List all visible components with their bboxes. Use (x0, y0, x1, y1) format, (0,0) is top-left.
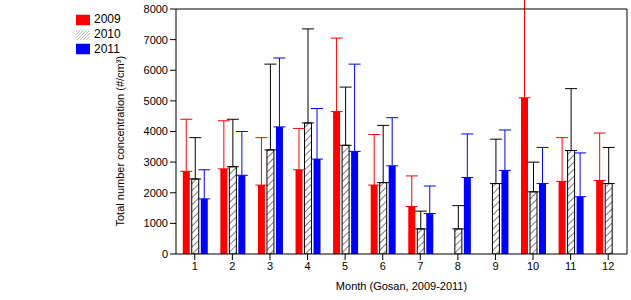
svg-text:11: 11 (565, 260, 576, 272)
svg-text:1: 1 (192, 260, 198, 272)
svg-text:5000: 5000 (144, 95, 168, 107)
svg-text:3000: 3000 (144, 156, 168, 168)
svg-text:6: 6 (380, 260, 386, 272)
svg-text:8000: 8000 (144, 3, 168, 15)
svg-text:2: 2 (229, 260, 235, 272)
html-text:2009: 2009 (94, 12, 121, 26)
svg-text:7: 7 (417, 260, 423, 272)
svg-text:12: 12 (602, 260, 614, 272)
html-text:2010: 2010 (94, 26, 121, 41)
svg-text:8: 8 (455, 260, 461, 272)
svg-text:4: 4 (304, 260, 310, 272)
svg-text:7000: 7000 (144, 34, 168, 46)
svg-text:Month (Gosan, 2009-2011): Month (Gosan, 2009-2011) (336, 280, 467, 292)
html-text:2011: 2011 (94, 41, 120, 56)
svg-text:6000: 6000 (144, 64, 168, 76)
svg-text:10: 10 (527, 260, 539, 272)
svg-text:0: 0 (162, 248, 168, 260)
svg-text:9: 9 (492, 260, 498, 272)
svg-text:3: 3 (267, 260, 273, 272)
svg-text:5: 5 (342, 260, 348, 272)
svg-text:2000: 2000 (144, 187, 168, 199)
svg-text:1000: 1000 (144, 217, 168, 229)
svg-text:Total number concentration (#/: Total number concentration (#/cm³) (114, 56, 126, 227)
svg-text:4000: 4000 (144, 125, 168, 137)
